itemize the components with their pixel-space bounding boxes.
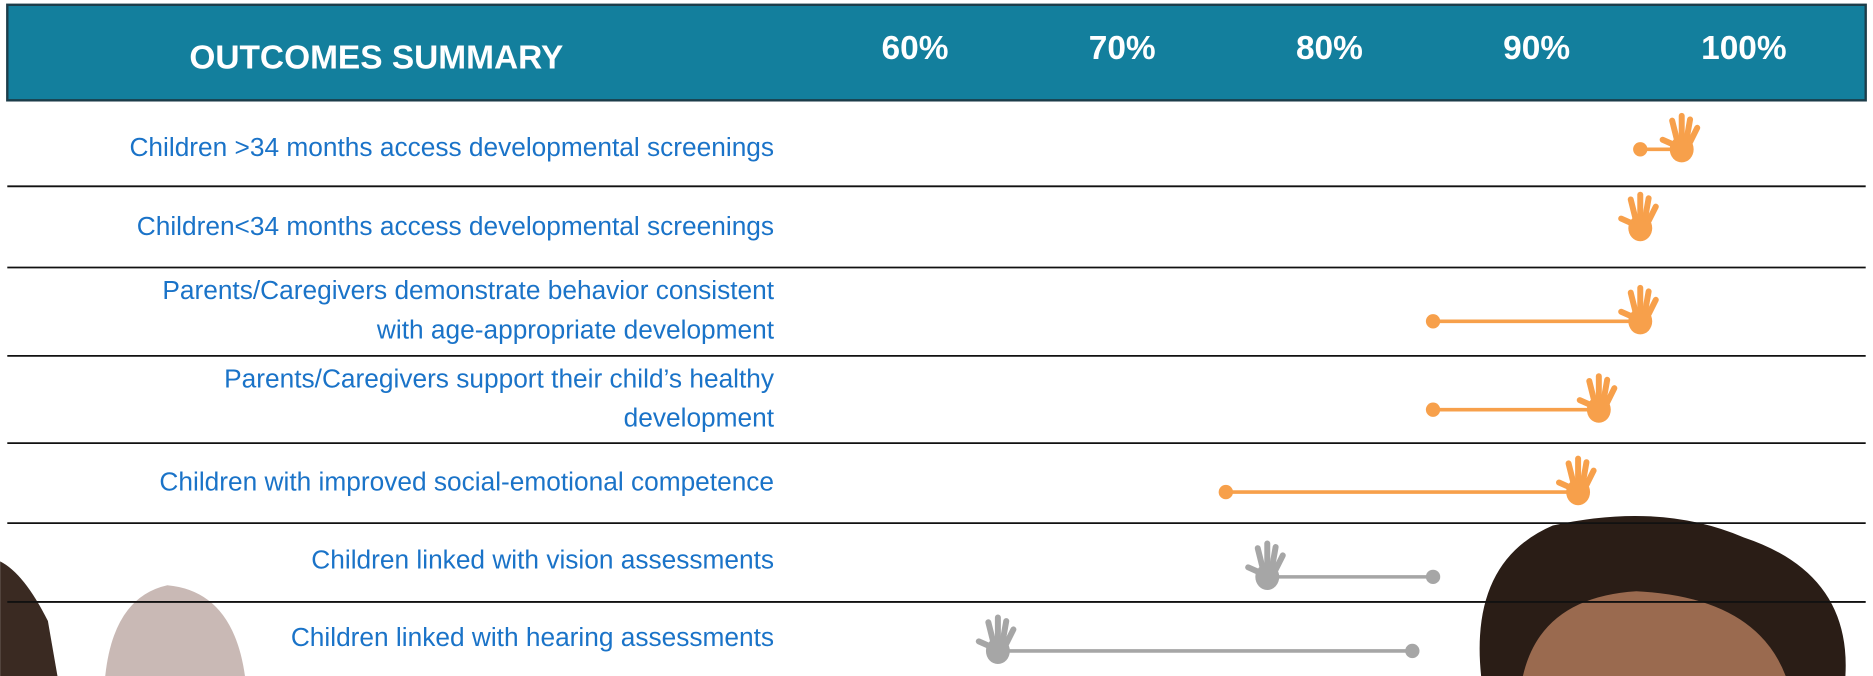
hand-marker bbox=[1245, 540, 1286, 591]
hand-finger bbox=[1618, 215, 1635, 227]
hand-finger bbox=[1645, 203, 1659, 224]
hand-finger bbox=[1272, 552, 1286, 573]
hand-finger bbox=[1604, 385, 1618, 406]
photo-left bbox=[0, 561, 58, 676]
hand-finger bbox=[1586, 378, 1598, 404]
row-separators bbox=[7, 185, 1866, 603]
hand-finger bbox=[999, 618, 1010, 645]
start-dot bbox=[1218, 484, 1233, 500]
start-dot bbox=[1425, 569, 1441, 585]
header-bar bbox=[6, 3, 1867, 102]
row-label: Parents/Caregivers demonstrate behavior … bbox=[162, 275, 774, 305]
hand-finger bbox=[1254, 545, 1266, 571]
hand-marker bbox=[1576, 373, 1618, 423]
x-tick-label: 100% bbox=[1701, 30, 1787, 67]
hand-finger bbox=[1687, 124, 1701, 146]
start-dot bbox=[1425, 314, 1441, 329]
hand-marker bbox=[1556, 455, 1597, 506]
hand-finger bbox=[1556, 479, 1573, 491]
hand-marker bbox=[975, 614, 1017, 665]
hand-finger bbox=[1669, 117, 1680, 143]
hand-finger bbox=[1627, 289, 1639, 315]
hand-finger bbox=[1565, 460, 1577, 486]
x-tick-label: 60% bbox=[882, 30, 949, 67]
row-label: Children linked with hearing assessments bbox=[291, 622, 774, 652]
start-dot bbox=[1633, 142, 1648, 157]
row-label: Children >34 months access developmental… bbox=[129, 132, 774, 162]
row-label: Parents/Caregivers support their child’s… bbox=[224, 363, 775, 393]
x-tick-label: 80% bbox=[1296, 30, 1363, 67]
hand-finger bbox=[1642, 288, 1652, 315]
hand-finger bbox=[1579, 459, 1590, 486]
hand-marker bbox=[1659, 112, 1701, 163]
hand-finger bbox=[1245, 564, 1262, 576]
x-tick-label: 70% bbox=[1089, 30, 1156, 67]
row-label: Children<34 months access developmental … bbox=[137, 211, 774, 241]
hand-finger bbox=[1642, 195, 1652, 222]
row-label: development bbox=[624, 403, 775, 433]
row-label: Children linked with vision assessments bbox=[311, 544, 774, 574]
hand-finger bbox=[1576, 397, 1594, 408]
hand-marker bbox=[1618, 191, 1659, 242]
hand-finger bbox=[985, 619, 997, 645]
row-label: with age-appropriate development bbox=[376, 314, 775, 344]
x-tick-label: 90% bbox=[1503, 30, 1570, 67]
start-dot bbox=[1425, 402, 1441, 417]
hand-finger bbox=[1627, 196, 1639, 222]
hand-finger bbox=[1003, 626, 1017, 647]
hand-finger bbox=[975, 638, 993, 650]
hand-finger bbox=[1269, 544, 1279, 571]
photo-headscarf bbox=[105, 585, 245, 676]
hand-finger bbox=[1618, 308, 1635, 320]
photo-face bbox=[1522, 591, 1786, 676]
chart-title: OUTCOMES SUMMARY bbox=[189, 40, 563, 77]
row-label: Children with improved social-emotional … bbox=[159, 467, 774, 497]
start-dot bbox=[1405, 643, 1420, 659]
hand-finger bbox=[1583, 467, 1597, 488]
hand-finger bbox=[1600, 376, 1611, 404]
hand-finger bbox=[1683, 116, 1694, 143]
hand-finger bbox=[1659, 136, 1677, 148]
hand-finger bbox=[1645, 296, 1659, 318]
hand-marker bbox=[1618, 284, 1659, 335]
